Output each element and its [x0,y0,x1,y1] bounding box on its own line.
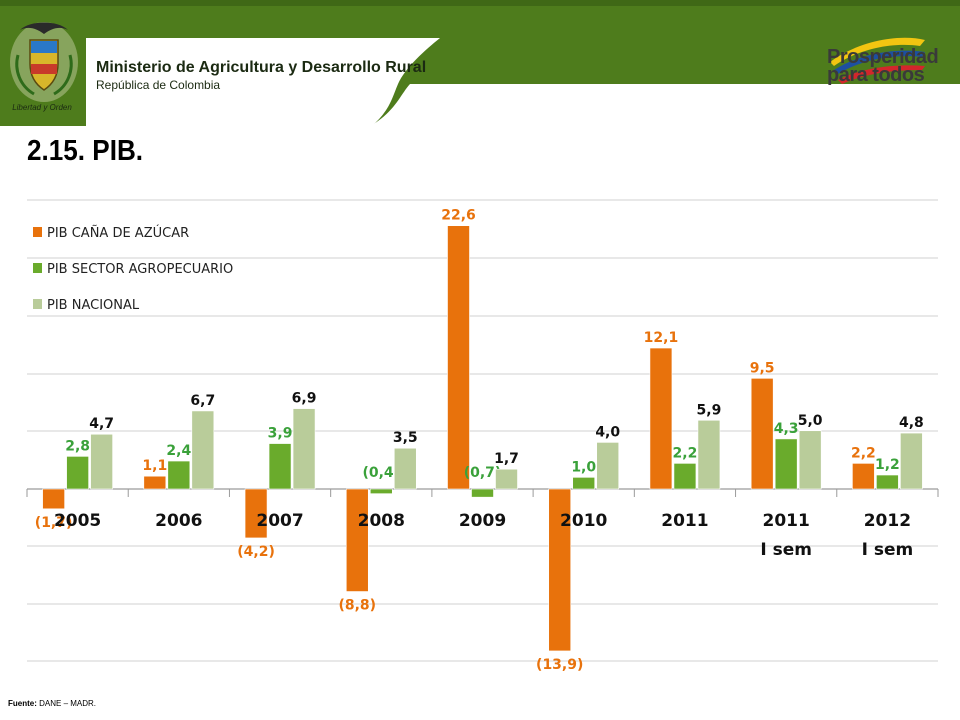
bar [90,433,113,490]
data-label: 1,1 [142,458,167,474]
data-label: 2,2 [673,445,698,461]
bar [244,488,268,539]
data-label: 2,4 [166,443,191,459]
source-note: Fuente: DANE – MADR. [8,699,96,708]
ministry-name: Ministerio de Agricultura y Desarrollo R… [96,59,427,76]
bar [268,443,292,490]
category-label: 2008 [358,511,405,531]
data-label: 1,7 [494,451,519,467]
category-label: 2012 [864,511,911,531]
data-label: 5,0 [798,413,823,429]
data-label: 9,5 [750,360,775,376]
ministry-subtitle: República de Colombia [96,78,221,92]
coat-of-arms-icon [10,22,78,102]
data-label: 1,2 [875,457,900,473]
bar [852,463,875,490]
bar [649,347,673,490]
category-label: 2009 [459,511,506,531]
bar [42,488,65,510]
white-panel [86,38,440,126]
category-label: 2006 [155,511,202,531]
bar [750,378,774,490]
bar [900,432,923,490]
data-label: 1,0 [571,459,596,475]
data-label: 4,8 [899,415,924,431]
data-label: 4,3 [774,421,799,437]
legend-swatch [33,227,42,237]
category-sublabel: I sem [862,540,914,560]
legend-label: PIB CAÑA DE AZÚCAR [47,225,189,241]
category-label: 2007 [256,511,303,531]
source-label: Fuente: [8,699,37,708]
data-label: (4,2) [237,544,275,560]
bar [143,475,167,490]
bar [167,460,191,490]
bar [66,456,89,490]
legend-label: PIB NACIONAL [47,298,140,313]
bar [292,408,316,490]
bar [774,438,798,490]
bar [369,488,393,494]
category-label: 2011 [661,511,708,531]
data-label: 2,2 [851,445,876,461]
bar [673,463,697,490]
slogan-line1: Prosperidad [827,46,939,68]
header-banner [0,0,960,126]
source-text: DANE – MADR. [39,699,97,708]
bar [471,488,494,498]
data-label: (13,9) [536,657,583,673]
bar [798,430,822,490]
data-label: 22,6 [441,208,476,224]
header: Ministerio de Agricultura y Desarrollo R… [0,0,960,126]
data-label: (1,7) [35,515,73,531]
data-label: 3,5 [393,430,418,446]
prosperidad-logo-icon [830,37,925,84]
slogan-line2: para todos [827,64,925,86]
category-sublabel: I sem [760,540,812,560]
legend-swatch [33,263,42,273]
motto-text: Libertad y Orden [12,103,72,112]
bar [191,410,215,490]
legend-swatch [33,299,42,309]
category-label: 2005 [54,511,101,531]
legend-label: PIB SECTOR AGROPECUARIO [47,262,233,277]
bar [447,225,470,490]
data-label: 6,7 [190,393,215,409]
bar [345,488,369,592]
data-label: (0,4) [362,465,400,481]
bar [572,477,596,490]
bar [548,488,572,652]
data-label: 6,9 [292,391,317,407]
bar [393,447,417,490]
data-label: 4,7 [89,416,114,432]
data-label: 4,0 [595,424,620,440]
data-label: (8,8) [338,598,376,614]
data-label: 2,8 [65,438,90,454]
pib-bar-chart: (1,7) 1,1 (4,2) (8,8) 22,6 (13,9) 12,1 9,5 2,2 2,… [26,199,939,673]
data-label: (0,7) [464,465,502,481]
category-label: 2010 [560,511,607,531]
bar [876,474,899,490]
data-label: 3,9 [268,426,293,442]
green-band-shadow [0,0,960,6]
category-label: 2011 [763,511,810,531]
data-label: 5,9 [697,402,722,418]
slogan: Prosperidad para todos [827,46,939,86]
data-label: 12,1 [644,330,679,346]
bar [697,419,721,490]
page-title: 2.15. PIB. [27,135,144,167]
bar [495,468,518,490]
bar [596,442,620,490]
